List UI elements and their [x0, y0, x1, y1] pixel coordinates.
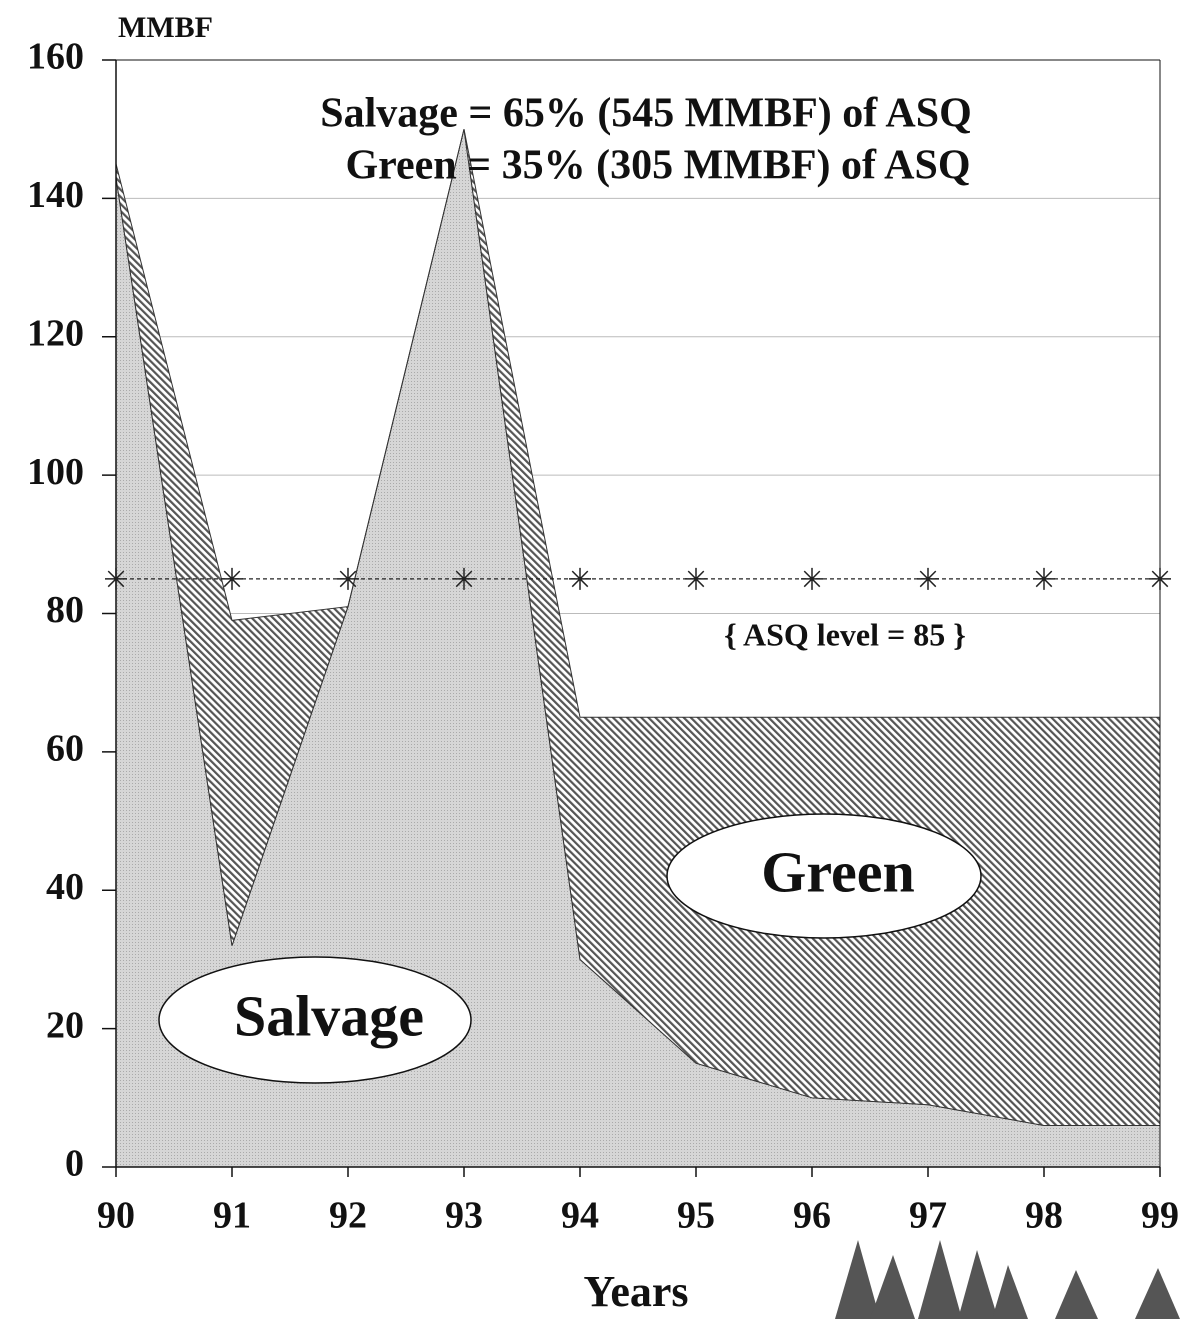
asq-marker [105, 567, 127, 590]
y-tick-label: 20 [46, 1004, 84, 1046]
y-tick-label: 80 [46, 589, 84, 631]
x-tick-label: 97 [909, 1195, 947, 1237]
x-tick-label: 94 [561, 1195, 599, 1237]
asq-marker [1033, 567, 1055, 590]
x-tick-label: 99 [1141, 1195, 1179, 1237]
annotation: Salvage = 65% (545 MMBF) of ASQ [320, 91, 972, 137]
y-tick-label: 60 [46, 728, 84, 770]
x-tick-label: 98 [1025, 1195, 1063, 1237]
y-axis-label: MMBF [118, 11, 213, 44]
x-tick-label: 91 [213, 1195, 251, 1237]
asq-marker [917, 567, 939, 590]
legend-label: Salvage [234, 983, 424, 1048]
y-tick-label: 100 [27, 451, 84, 493]
asq-marker [221, 567, 243, 590]
legend-ellipse [158, 956, 472, 1084]
asq-marker [569, 567, 591, 590]
x-tick-label: 92 [329, 1195, 367, 1237]
annotation: Green = 35% (305 MMBF) of ASQ [345, 143, 970, 189]
annotation: { ASQ level = 85 } [724, 616, 966, 652]
tree-decoration [835, 1240, 1180, 1319]
y-tick-label: 120 [27, 312, 84, 354]
legend-ellipse [666, 813, 982, 939]
y-tick-label: 0 [65, 1143, 84, 1185]
x-tick-label: 93 [445, 1195, 483, 1237]
x-axis-label: Years [583, 1267, 688, 1316]
y-tick-label: 40 [46, 866, 84, 908]
x-tick-label: 90 [97, 1195, 135, 1237]
asq-marker [337, 567, 359, 590]
y-tick-label: 140 [27, 174, 84, 216]
asq-marker [453, 567, 475, 590]
asq-marker [1149, 567, 1171, 590]
y-tick-label: 160 [27, 36, 84, 78]
x-tick-label: 96 [793, 1195, 831, 1237]
asq-marker [801, 567, 823, 590]
x-tick-label: 95 [677, 1195, 715, 1237]
legend-label: Green [761, 839, 915, 904]
asq-marker [685, 567, 707, 590]
